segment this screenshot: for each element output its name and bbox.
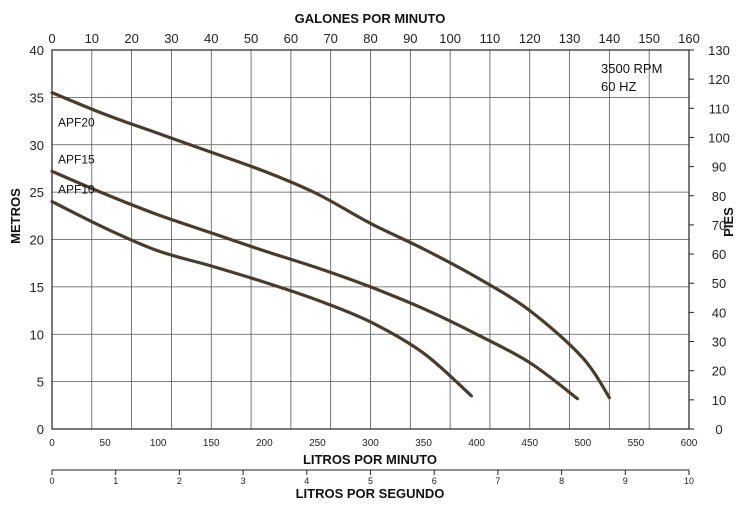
series-label-apf15: APF15: [58, 152, 95, 166]
y-right-tick-label: 80: [712, 189, 726, 204]
series-line-apf15: [50, 169, 580, 401]
x-top-tick-label: 160: [678, 31, 700, 46]
y-right-tick-label: 0: [715, 422, 722, 437]
x-bottom-tick-label: 300: [362, 438, 379, 449]
y-left-tick-label: 30: [30, 138, 44, 153]
y-left-tick-label: 20: [30, 233, 44, 248]
tick-labels: 0 10 20 30 40 50 60 70 80 90 100 110 120 130 140 150 160…: [30, 31, 730, 486]
series-label-apf20: APF20: [58, 116, 95, 130]
y-right-tick-label: 90: [712, 160, 726, 175]
y-right-tick-label: 30: [712, 335, 726, 350]
y-right-tick-label: 60: [712, 247, 726, 262]
y-right-tick-label: 70: [712, 218, 726, 233]
x-top-tick-label: 70: [323, 31, 337, 46]
x-bottom-tick-label: 50: [100, 438, 112, 449]
x-bottom-tick-label: 200: [256, 438, 273, 449]
x-bottom2-tick-label: 2: [177, 476, 182, 486]
x-top-tick-label: 80: [363, 31, 377, 46]
series-line-apf10: [50, 200, 473, 398]
y-left-tick-label: 25: [30, 185, 44, 200]
x-bottom2-tick-label: 10: [684, 476, 694, 486]
y-left-tick-label: 40: [30, 43, 44, 58]
x-top-tick-label: 90: [403, 31, 417, 46]
x-bottom-tick-label: 600: [681, 438, 698, 449]
x-bottom-tick-label: 250: [309, 438, 326, 449]
y-left-tick-label: 35: [30, 90, 44, 105]
x-bottom-tick-label: 450: [521, 438, 538, 449]
x-bottom2-tick-label: 4: [304, 476, 309, 486]
y-right-tick-label: 130: [708, 43, 730, 58]
y-right-tick-label: 120: [708, 72, 730, 87]
series-curves: APF20 APF15 APF10: [50, 91, 611, 401]
x-top-tick-label: 140: [599, 31, 621, 46]
x-bottom2-tick-label: 1: [113, 476, 118, 486]
plot-frame: [51, 49, 690, 430]
x-bottom2-tick-label: 8: [559, 476, 564, 486]
y-left-axis-title: METROS: [8, 188, 23, 244]
x-top-tick-label: 150: [638, 31, 660, 46]
y-right-tick-label: 10: [712, 393, 726, 408]
x-bottom-tick-label: 400: [468, 438, 485, 449]
y-right-axis-title: PIES: [721, 207, 736, 237]
x-bottom-tick-label: 100: [150, 438, 167, 449]
x-bottom-tick-label: 150: [203, 438, 220, 449]
y-right-tick-label: 110: [709, 101, 730, 116]
x-bottom2-tick-label: 7: [495, 476, 500, 486]
x-bottom2-tick-label: 9: [623, 476, 628, 486]
x-top-tick-label: 100: [439, 31, 461, 46]
x-bottom-axis-title: LITROS POR MINUTO: [303, 452, 437, 467]
y-left-tick-label: 5: [37, 375, 44, 390]
x-top-tick-label: 110: [480, 31, 501, 46]
y-left-tick-label: 0: [37, 422, 44, 437]
x-bottom-tick-label: 500: [574, 438, 591, 449]
y-right-tick-label: 100: [708, 130, 730, 145]
x-bottom2-tick-label: 0: [49, 476, 54, 486]
x-top-tick-label: 10: [85, 31, 99, 46]
y-left-tick-label: 10: [30, 327, 44, 342]
x-top-tick-label: 30: [164, 31, 178, 46]
x-bottom2-tick-label: 3: [241, 476, 246, 486]
x-bottom-tick-label: 0: [49, 438, 55, 449]
x-top-axis-title: GALONES POR MINUTO: [295, 11, 446, 26]
x-top-tick-label: 40: [204, 31, 218, 46]
x-bottom2-axis-title: LITROS POR SEGUNDO: [296, 486, 445, 501]
hz-annotation: 60 HZ: [601, 79, 636, 94]
x-bottom2-tick-label: 5: [368, 476, 373, 486]
series-line-apf20: [50, 91, 611, 400]
x-top-tick-label: 20: [124, 31, 138, 46]
x-bottom2-tick-label: 6: [432, 476, 437, 486]
x-top-tick-label: 120: [519, 31, 541, 46]
y-left-tick-label: 15: [30, 280, 44, 295]
rpm-annotation: 3500 RPM: [601, 61, 662, 76]
x-bottom-tick-label: 350: [415, 438, 432, 449]
y-right-tick-label: 40: [712, 305, 726, 320]
x-top-tick-label: 0: [48, 31, 55, 46]
y-right-tick-label: 20: [712, 364, 726, 379]
x-top-tick-label: 50: [244, 31, 258, 46]
x-top-tick-label: 130: [559, 31, 581, 46]
x-bottom-tick-label: 550: [628, 438, 645, 449]
x-top-tick-label: 60: [284, 31, 298, 46]
y-right-tick-label: 50: [712, 276, 726, 291]
series-label-apf10: APF10: [58, 183, 95, 197]
